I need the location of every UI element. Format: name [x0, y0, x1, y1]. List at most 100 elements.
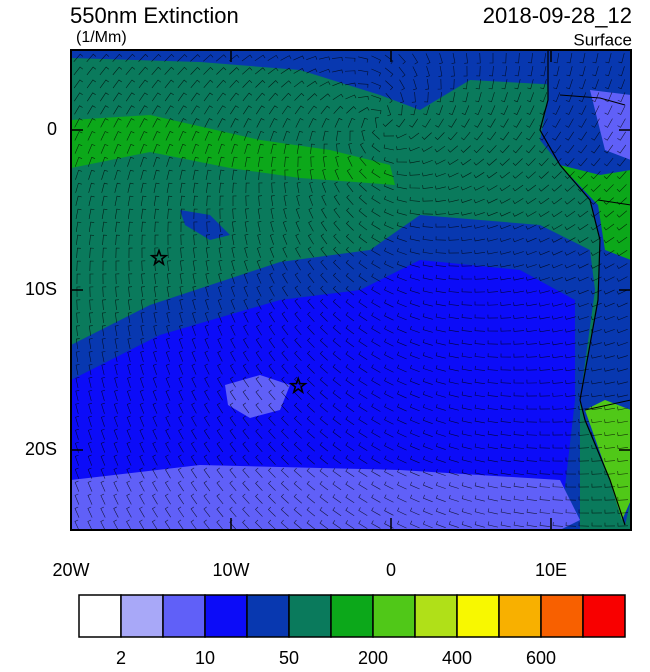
wind-barb [115, 260, 120, 272]
wind-barb [257, 208, 262, 219]
wind-barb [501, 92, 508, 103]
wind-barb [203, 519, 211, 530]
wind-barb [319, 337, 328, 348]
wind-barb [345, 82, 356, 87]
wind-barb [591, 105, 600, 115]
wind-barb [616, 355, 628, 359]
wind-barb [177, 467, 184, 479]
wind-barb [76, 286, 81, 298]
wind-barb [526, 315, 537, 320]
wind-barb [461, 275, 473, 280]
wind-barb [473, 224, 485, 229]
wind-barb [332, 468, 342, 478]
wind-barb [271, 182, 276, 194]
wind-barb [268, 493, 276, 504]
wind-barb [257, 233, 262, 245]
wind-barb [257, 143, 264, 154]
wind-barb [473, 172, 485, 179]
wind-barb [166, 169, 173, 180]
wind-barb [361, 117, 369, 128]
wind-barb [293, 493, 302, 504]
wind-barb [167, 221, 172, 233]
wind-barb [282, 246, 288, 258]
wind-barb [500, 327, 512, 332]
wind-barb [603, 289, 615, 295]
wind-barb [513, 521, 524, 528]
wind-barb [75, 364, 80, 375]
wind-barb [526, 495, 537, 501]
wind-barb [513, 495, 524, 502]
wind-barb [500, 105, 509, 115]
wind-barb [552, 444, 564, 449]
wind-barb [256, 259, 262, 271]
wind-barb [114, 156, 122, 167]
wind-barb [306, 389, 315, 400]
wind-barb [216, 67, 227, 75]
wind-barb [371, 377, 381, 386]
borders [559, 94, 631, 411]
wind-barb [141, 234, 146, 246]
wind-barb [371, 481, 381, 490]
wind-barb [577, 263, 589, 269]
wind-barb [88, 428, 92, 440]
wind-barb [307, 298, 315, 309]
wind-barb [309, 130, 316, 141]
wind-barb [487, 118, 496, 128]
wind-barb [383, 132, 395, 137]
wind-barb [295, 246, 301, 258]
wind-barb [358, 234, 368, 244]
wind-barb [488, 92, 495, 103]
wind-barb [449, 92, 456, 103]
wind-barb [88, 364, 93, 375]
wind-barb [384, 54, 394, 64]
wind-barb [591, 367, 602, 372]
wind-barb [256, 272, 262, 284]
wind-barb [270, 143, 277, 154]
wind-barb [332, 311, 341, 322]
wind-barb [565, 483, 577, 488]
wind-barb [268, 350, 276, 362]
wind-barb [269, 233, 274, 245]
wind-barb [203, 441, 211, 453]
wind-barb [591, 522, 603, 527]
wind-barb [448, 456, 459, 463]
wind-barb [398, 104, 403, 116]
wind-barb [89, 234, 95, 246]
wind-barb [538, 197, 550, 205]
wind-barb [231, 169, 238, 180]
wind-barb [564, 171, 575, 179]
wind-barb [180, 195, 186, 207]
wind-barb [423, 105, 430, 116]
wind-barb [309, 181, 314, 193]
wind-barb [499, 171, 511, 179]
x-tick-label: 20W [52, 560, 89, 580]
wind-barb [89, 299, 94, 311]
wind-barb [564, 303, 576, 307]
wind-barb [178, 363, 184, 375]
wind-barb [294, 92, 305, 101]
wind-barb [435, 339, 446, 346]
colorbar-box [456, 594, 500, 638]
wind-barb [461, 314, 473, 319]
wind-barb [345, 520, 355, 529]
wind-barb [242, 454, 250, 466]
wind-barb [75, 221, 82, 232]
wind-barb [269, 246, 275, 258]
wind-barb [384, 286, 394, 295]
wind-barb [460, 185, 472, 191]
wind-barb [190, 480, 198, 492]
wind-barb [100, 519, 106, 530]
blue-field [71, 50, 631, 110]
wind-barb [139, 480, 145, 492]
wind-barb [553, 79, 560, 90]
wind-barb [151, 79, 162, 89]
wind-barb [178, 350, 184, 362]
wind-barb [397, 416, 407, 425]
wind-barb [590, 157, 601, 167]
wind-barb [447, 159, 459, 166]
wind-barb [89, 260, 94, 272]
wind-barb [448, 339, 459, 346]
wind-barb [360, 142, 366, 154]
wind-barb [332, 272, 341, 283]
wind-barb [462, 92, 469, 103]
